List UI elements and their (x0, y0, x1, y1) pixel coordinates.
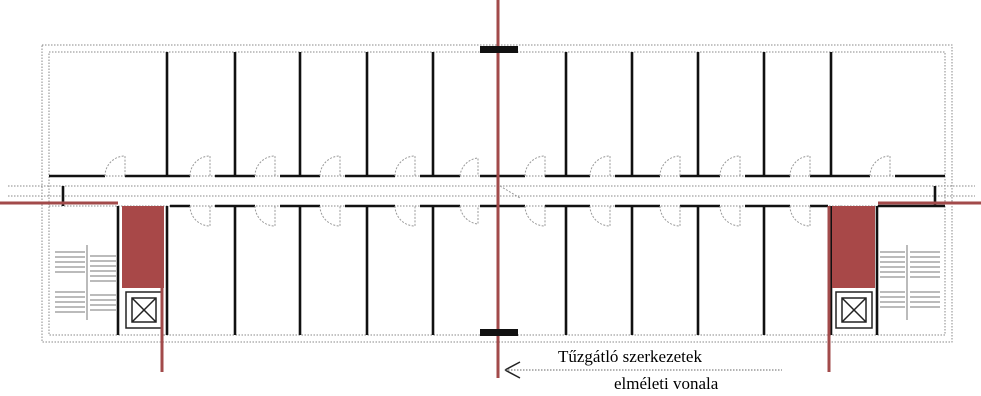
corridor (8, 175, 975, 207)
fire-zone-left (122, 206, 164, 288)
left-stairs (55, 245, 116, 320)
right-stairs (880, 245, 940, 320)
shaft-right (835, 291, 873, 329)
upper-room-partitions (49, 52, 945, 178)
annotation-line1: Tűzgátló szerkezetek (558, 347, 702, 366)
firewall-mark-top (480, 46, 518, 53)
annotation-line2: elméleti vonala (614, 374, 719, 393)
annotation: Tűzgátló szerkezetek elméleti vonala (504, 347, 782, 393)
lower-room-partitions (61, 186, 945, 335)
fire-separation-lines (0, 0, 981, 378)
shaft-left (125, 291, 163, 329)
firewall-mark-bottom (480, 329, 518, 336)
fire-zone-right (832, 206, 875, 288)
